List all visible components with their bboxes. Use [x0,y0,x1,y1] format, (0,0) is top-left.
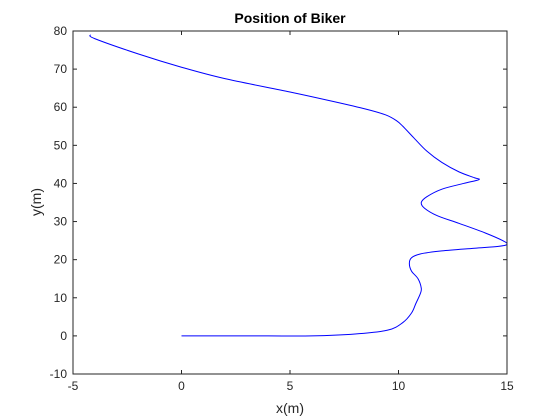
y-tick-label: 20 [54,253,68,267]
x-tick-label: 10 [392,379,406,393]
plot-area-background [73,31,507,374]
y-tick-label: 70 [54,62,68,76]
y-tick-label: -10 [50,367,68,381]
chart-title: Position of Biker [234,10,346,26]
x-axis-label: x(m) [276,400,304,416]
y-tick-label: 80 [54,24,68,38]
y-tick-label: 30 [54,215,68,229]
y-tick-label: 10 [54,291,68,305]
x-tick-label: -5 [68,379,79,393]
y-tick-label: 40 [54,176,68,190]
x-tick-label: 15 [500,379,514,393]
y-axis-label: y(m) [28,188,44,216]
y-tick-label: 50 [54,138,68,152]
x-tick-label: 5 [287,379,294,393]
y-tick-label: 60 [54,100,68,114]
x-tick-label: 0 [178,379,185,393]
y-tick-label: 0 [60,329,67,343]
